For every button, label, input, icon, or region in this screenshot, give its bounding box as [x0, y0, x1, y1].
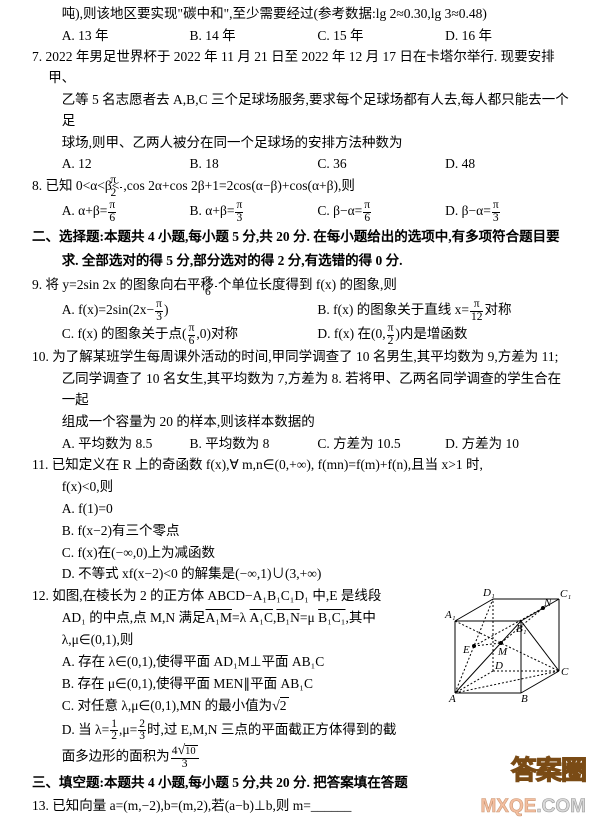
q12-l2-head: AD₁ 的中点,点 M,N 满足: [62, 610, 206, 625]
q7-opts: A. 12 B. 18 C. 36 D. 48: [32, 154, 573, 175]
q12-last-head: 面多边形的面积为: [62, 748, 170, 763]
q8-b: B. α+β=π3: [190, 200, 318, 224]
q10-d: D. 方差为 10: [445, 434, 573, 455]
cube-label-b1: B₁: [516, 623, 527, 635]
q7-b: B. 18: [190, 154, 318, 175]
cube-label-d1: D₁: [482, 587, 495, 599]
q6-c: C. 15 年: [317, 26, 445, 47]
q7-a: A. 12: [62, 154, 190, 175]
q12-vec-a1c: A₁C: [250, 610, 273, 625]
q12-c-head: C. 对任意 λ,μ∈(0,1),MN 的最小值为: [62, 698, 272, 713]
q7-l3: 球场,则甲、乙两人被分在同一个足球场的安排方法种数为: [32, 133, 573, 154]
q12-last: 面多边形的面积为4√103: [32, 744, 573, 771]
sec2-t1: 二、选择题:本题共 4 小题,每小题 5 分,共 20 分. 在每小题给出的选项…: [32, 227, 573, 248]
q8-opts: A. α+β=π6 B. α+β=π3 C. β−α=π6 D. β−α=π3: [32, 200, 573, 224]
cube-figure: A B C D A₁ B₁ C₁ D₁ E M N: [443, 575, 571, 703]
q11-b: B. f(x−2)有三个零点: [32, 521, 573, 542]
q8-l1-tail: ,cos 2α+cos 2β+1=2cos(α−β)+cos(α+β),则: [123, 178, 354, 193]
q9-l1: 9. 将 y=2sin 2x 的图象向右平移π6个单位长度得到 f(x) 的图象…: [32, 274, 573, 298]
q12-vec-b1n: B₁N: [276, 610, 299, 625]
cube-label-c: C: [561, 666, 569, 678]
cube-label-b: B: [521, 693, 528, 703]
q8-l1-head: 8. 已知 0<α<β<: [32, 178, 119, 193]
q8-d: D. β−α=π3: [445, 200, 573, 224]
q9-c: C. f(x) 的图象关于点(π6,0)对称: [62, 323, 318, 347]
q9-opts-ab: A. f(x)=2sin(2x−π3) B. f(x) 的图象关于直线 x=π1…: [32, 299, 573, 323]
q7-d: D. 48: [445, 154, 573, 175]
q12-last-frac: 4√103: [171, 744, 199, 771]
q6-b: B. 14 年: [190, 26, 318, 47]
q11-l1: 11. 已知定义在 R 上的奇函数 f(x),∀ m,n∈(0,+∞), f(m…: [32, 455, 573, 476]
q9-l1-head: 9. 将 y=2sin 2x 的图象向右平移: [32, 277, 214, 292]
sec2-t2: 求. 全部选对的得 5 分,部分选对的得 2 分,有选错的得 0 分.: [32, 251, 573, 272]
q12-d: D. 当 λ=12,μ=23时,过 E,M,N 三点的平面截正方体得到的截: [32, 719, 573, 743]
q7-l1: 7. 2022 年男足世界杯于 2022 年 11 月 21 日至 2022 年…: [32, 47, 573, 89]
cube-label-m: M: [497, 646, 508, 658]
cube-label-c1: C₁: [560, 588, 571, 600]
q10-l2: 乙同学调查了 10 名女生,其平均数为 7,方差为 8. 若将甲、乙两名同学调查…: [32, 369, 573, 411]
watermark-logo: 答案圈: [511, 751, 586, 791]
q10-b: B. 平均数为 8: [190, 434, 318, 455]
q6-a: A. 13 年: [62, 26, 190, 47]
q6-d: D. 16 年: [445, 26, 573, 47]
cube-label-e: E: [462, 644, 470, 656]
q8-c: C. β−α=π6: [317, 200, 445, 224]
watermark-url: MXQE.COM: [480, 792, 586, 821]
cube-label-d: D: [494, 660, 503, 672]
q10-a: A. 平均数为 8.5: [62, 434, 190, 455]
q7-l2: 乙等 5 名志愿者去 A,B,C 三个足球场服务,要求每个足球场都有人去,每人都…: [32, 90, 573, 132]
q6-opts: A. 13 年 B. 14 年 C. 15 年 D. 16 年: [32, 26, 573, 47]
q9-a: A. f(x)=2sin(2x−π3): [62, 299, 318, 323]
q9-l1-mid: 个单位长度得到 f(x) 的图象,则: [218, 277, 397, 292]
q9-frac1: π6: [215, 274, 217, 298]
q8-frac-pi2: π2: [120, 175, 122, 199]
cube-label-n: N: [543, 597, 552, 609]
q12-d-head: D. 当 λ=: [62, 722, 110, 737]
cube-label-a: A: [448, 693, 456, 703]
q11-l2: f(x)<0,则: [32, 477, 573, 498]
q12-vec-b1c1: B₁C₁: [318, 610, 345, 625]
q10-c: C. 方差为 10.5: [317, 434, 445, 455]
q9-b: B. f(x) 的图象关于直线 x=π12对称: [317, 299, 573, 323]
q12-vec-a1m: A₁M: [206, 610, 232, 625]
q10-l3: 组成一个容量为 20 的样本,则该样本数据的: [32, 412, 573, 433]
q12-l2-tail: ,其中: [346, 610, 376, 625]
q7-c: C. 36: [317, 154, 445, 175]
q11-c: C. f(x)在(−∞,0)上为减函数: [32, 543, 573, 564]
q9-d: D. f(x) 在(0,π2)内是增函数: [317, 323, 573, 347]
q8-a: A. α+β=π6: [62, 200, 190, 224]
q12-c-sqrt: √2: [272, 696, 288, 718]
q10-l1: 10. 为了解某班学生每周课外活动的时间,甲同学调查了 10 名男生,其平均数为…: [32, 347, 573, 368]
cube-label-a1: A₁: [444, 609, 456, 621]
q9-opts-cd: C. f(x) 的图象关于点(π6,0)对称 D. f(x) 在(0,π2)内是…: [32, 323, 573, 347]
q6-tail: 吨),则该地区要实现"碳中和",至少需要经过(参考数据:lg 2≈0.30,lg…: [32, 4, 573, 25]
q10-opts: A. 平均数为 8.5 B. 平均数为 8 C. 方差为 10.5 D. 方差为…: [32, 434, 573, 455]
q8-l1: 8. 已知 0<α<β<π2,cos 2α+cos 2β+1=2cos(α−β)…: [32, 175, 573, 199]
q11-a: A. f(1)=0: [32, 499, 573, 520]
